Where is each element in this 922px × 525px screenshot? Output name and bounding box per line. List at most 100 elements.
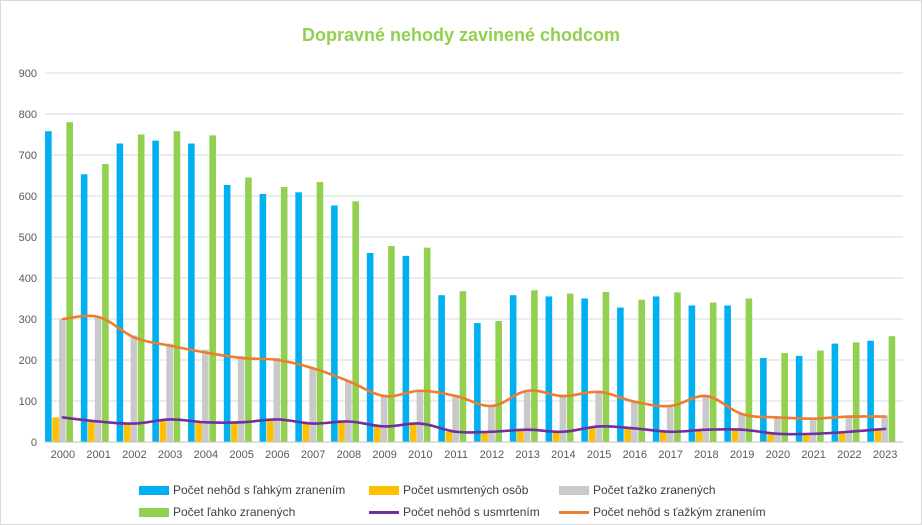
bar-2 bbox=[660, 431, 667, 442]
y-tick-label: 600 bbox=[19, 191, 37, 203]
bar-2 bbox=[838, 431, 846, 442]
x-tick-label: 2011 bbox=[444, 449, 468, 461]
bar-2 bbox=[767, 433, 774, 442]
bar-2 bbox=[231, 421, 238, 442]
x-tick-label: 2007 bbox=[301, 449, 325, 461]
legend-item: Počet ťažko zranených bbox=[559, 483, 716, 497]
bar-2 bbox=[588, 426, 596, 442]
legend-item: Počet nehôd s ľahkým zranením bbox=[139, 483, 345, 497]
bar-3 bbox=[166, 343, 173, 442]
bar-3 bbox=[452, 394, 459, 442]
bar-3 bbox=[273, 357, 281, 442]
y-tick-label: 500 bbox=[19, 232, 37, 244]
x-tick-label: 2014 bbox=[551, 449, 575, 461]
legend-label: Počet nehôd s ťažkým zranením bbox=[593, 505, 766, 519]
bar-4 bbox=[888, 336, 896, 442]
x-tick-label: 2005 bbox=[229, 449, 253, 461]
bar-2 bbox=[302, 423, 310, 442]
bar-3 bbox=[237, 355, 245, 442]
legend-item: Počet nehôd s usmrtením bbox=[369, 505, 540, 519]
x-tick-label: 2018 bbox=[694, 449, 718, 461]
bar-1 bbox=[652, 296, 660, 442]
bar-2 bbox=[517, 429, 524, 442]
bar-3 bbox=[309, 368, 316, 442]
x-tick-label: 2013 bbox=[515, 449, 539, 461]
x-tick-label: 2004 bbox=[194, 449, 218, 461]
line-series-1 bbox=[61, 416, 887, 436]
bar-4 bbox=[459, 291, 467, 442]
legend-swatch bbox=[369, 485, 399, 495]
legend-label: Počet usmrtených osôb bbox=[403, 483, 529, 497]
legend-item: Počet nehôd s ťažkým zranením bbox=[559, 505, 766, 519]
chart-title: Dopravné nehody zavinené chodcom bbox=[301, 25, 621, 45]
bar-1 bbox=[331, 205, 338, 442]
x-tick-label: 2019 bbox=[730, 449, 754, 461]
bar-3 bbox=[738, 413, 745, 442]
bar-2 bbox=[695, 429, 703, 442]
x-tick-label: 2009 bbox=[372, 449, 396, 461]
bar-1 bbox=[259, 193, 267, 442]
legend-swatch bbox=[369, 510, 399, 514]
bar-4 bbox=[674, 292, 681, 442]
x-tick-label: 2016 bbox=[623, 449, 647, 461]
bar-4 bbox=[245, 177, 252, 443]
bar-1 bbox=[617, 307, 624, 442]
bar-4 bbox=[66, 122, 73, 442]
bar-4 bbox=[352, 201, 359, 442]
bar-2 bbox=[445, 431, 453, 442]
bar-4 bbox=[638, 299, 645, 442]
bar-2 bbox=[123, 423, 131, 442]
x-tick-label: 2001 bbox=[86, 449, 110, 461]
legend-label: Počet nehôd s ľahkým zranením bbox=[173, 483, 346, 497]
bar-2 bbox=[52, 417, 59, 442]
bar-4 bbox=[709, 302, 717, 442]
legend-label: Počet nehôd s usmrtením bbox=[403, 505, 540, 519]
legend-label: Počet ťažko zranených bbox=[593, 483, 716, 497]
bar-4 bbox=[137, 134, 145, 442]
legend-item: Počet ľahko zranených bbox=[139, 505, 295, 519]
bar-1 bbox=[188, 143, 195, 442]
bar-1 bbox=[45, 131, 52, 442]
bar-3 bbox=[345, 380, 352, 442]
bar-2 bbox=[409, 423, 417, 442]
bar-4 bbox=[495, 321, 502, 442]
bar-2 bbox=[88, 421, 95, 442]
bar-3 bbox=[595, 390, 602, 442]
bar-1 bbox=[366, 252, 374, 442]
y-tick-label: 200 bbox=[19, 355, 37, 367]
x-tick-label: 2017 bbox=[658, 449, 682, 461]
bar-2 bbox=[803, 433, 810, 442]
x-tick-label: 2020 bbox=[766, 449, 790, 461]
bar-1 bbox=[831, 343, 839, 442]
bar-4 bbox=[531, 290, 538, 442]
bar-1 bbox=[295, 192, 302, 442]
y-tick-label: 800 bbox=[19, 109, 37, 121]
bar-1 bbox=[509, 295, 517, 442]
bar-3 bbox=[809, 417, 817, 442]
bar-3 bbox=[94, 316, 102, 442]
legend-swatch bbox=[139, 507, 169, 517]
bar-4 bbox=[209, 135, 216, 442]
bar-4 bbox=[173, 131, 181, 442]
x-tick-label: 2002 bbox=[122, 449, 146, 461]
bar-3 bbox=[380, 394, 388, 442]
bar-3 bbox=[845, 416, 853, 442]
bar-4 bbox=[817, 350, 824, 442]
bar-1 bbox=[760, 357, 767, 442]
bar-4 bbox=[781, 353, 788, 442]
bar-3 bbox=[631, 401, 638, 442]
bar-2 bbox=[338, 421, 345, 442]
bar-3 bbox=[559, 394, 567, 442]
bar-2 bbox=[159, 419, 167, 442]
bar-4 bbox=[423, 247, 431, 442]
bar-4 bbox=[316, 182, 324, 442]
bar-1 bbox=[402, 255, 410, 442]
bar-3 bbox=[202, 349, 209, 442]
bar-3 bbox=[774, 417, 781, 442]
bar-3 bbox=[523, 390, 531, 442]
y-tick-label: 0 bbox=[31, 437, 37, 449]
bar-1 bbox=[581, 298, 588, 442]
bar-2 bbox=[874, 429, 882, 442]
bar-2 bbox=[624, 428, 631, 442]
